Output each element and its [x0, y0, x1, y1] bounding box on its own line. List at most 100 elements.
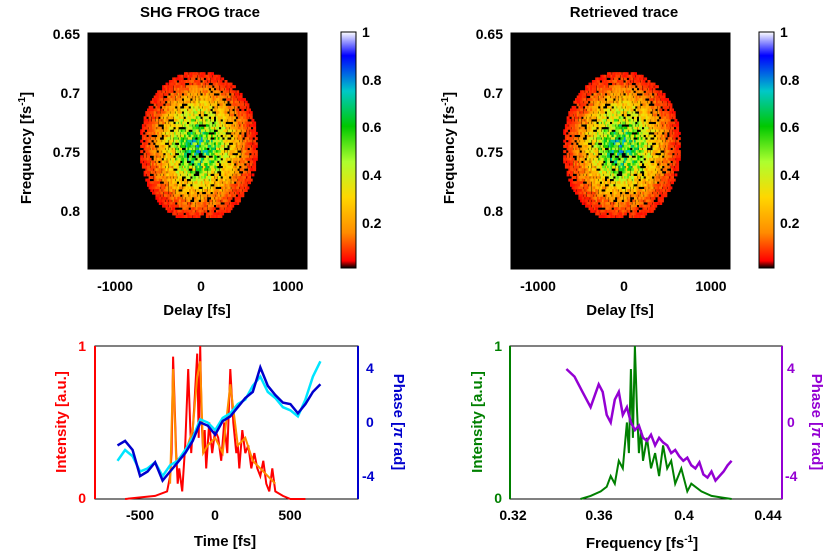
heatmap-cell: [677, 150, 681, 154]
heatmap-cell: [248, 121, 251, 125]
heatmap-cell: [202, 189, 206, 192]
heatmap-cell: [162, 144, 166, 148]
heatmap-cell: [590, 194, 594, 198]
heatmap-cell: [580, 176, 584, 179]
heatmap-cell: [217, 134, 221, 138]
heatmap-cell: [591, 178, 595, 182]
heatmap-cell: [595, 113, 599, 117]
heatmap-cell: [172, 92, 176, 96]
heatmap-cell: [630, 144, 634, 148]
heatmap-cell: [620, 131, 624, 135]
heatmap-cell: [603, 80, 607, 83]
heatmap-cell: [189, 131, 193, 135]
heatmap-cell: [630, 118, 634, 122]
heatmap-cell: [214, 160, 218, 164]
heatmap-cell: [182, 95, 186, 99]
heatmap-cell: [570, 183, 573, 187]
heatmap-cell: [221, 183, 225, 187]
heatmap-cell: [194, 191, 198, 195]
heatmap-cell: [642, 178, 646, 182]
heatmap-cell: [219, 139, 223, 143]
heatmap-cell: [615, 85, 619, 89]
heatmap-cell: [141, 124, 145, 128]
heatmap-cell: [586, 105, 590, 109]
heatmap-cell: [642, 98, 646, 102]
heatmap-cell: [221, 160, 225, 164]
heatmap-cell: [216, 131, 219, 135]
heatmap-cell: [672, 131, 676, 135]
heatmap-cell: [659, 100, 663, 104]
heatmap-cell: [659, 191, 663, 195]
heatmap-cell: [580, 147, 584, 151]
heatmap-cell: [187, 142, 191, 146]
heatmap-cell: [677, 144, 681, 148]
heatmap-cell: [197, 202, 201, 205]
heatmap-cell: [627, 87, 631, 91]
heatmap-cell: [664, 176, 668, 179]
heatmap-cell: [177, 144, 181, 148]
heatmap-cell: [627, 170, 631, 174]
heatmap-cell: [598, 170, 602, 174]
heatmap-cell: [234, 98, 238, 102]
heatmap-cell: [647, 194, 651, 198]
heatmap-cell: [232, 98, 236, 102]
heatmap-cell: [236, 111, 240, 115]
heatmap-cell: [571, 108, 575, 112]
heatmap-cell: [189, 108, 193, 112]
heatmap-cell: [209, 134, 213, 138]
heatmap-cell: [600, 160, 604, 164]
heatmap-cell: [645, 103, 649, 107]
heatmap-cell: [160, 160, 164, 164]
heatmap-cell: [596, 176, 600, 179]
panel-2-ytick-1: 0.7: [484, 85, 504, 101]
heatmap-cell: [644, 139, 648, 143]
heatmap-cell: [253, 126, 257, 130]
heatmap-cell: [226, 207, 230, 211]
heatmap-cell: [585, 202, 589, 205]
heatmap-cell: [189, 147, 193, 151]
heatmap-cell: [586, 155, 590, 159]
heatmap-cell: [659, 183, 663, 187]
heatmap-cell: [199, 98, 203, 102]
heatmap-cell: [219, 87, 223, 91]
heatmap-cell: [209, 194, 213, 198]
heatmap-cell: [632, 111, 636, 115]
heatmap-cell: [157, 103, 161, 107]
heatmap-cell: [153, 176, 157, 179]
heatmap-cell: [627, 204, 631, 208]
heatmap-cell: [598, 199, 602, 203]
heatmap-cell: [617, 139, 621, 143]
heatmap-cell: [634, 129, 637, 133]
heatmap-cell: [607, 139, 610, 143]
heatmap-cell: [654, 111, 658, 115]
heatmap-cell: [168, 87, 172, 91]
heatmap-cell: [576, 131, 580, 135]
heatmap-cell: [628, 77, 632, 81]
heatmap-cell: [170, 160, 174, 164]
heatmap-cell: [605, 196, 609, 200]
heatmap-cell: [237, 176, 241, 179]
heatmap-cell: [602, 157, 605, 161]
heatmap-cell: [640, 129, 644, 133]
heatmap-cell: [207, 163, 211, 166]
heatmap-cell: [152, 124, 155, 128]
panel-1-title: SHG FROG trace: [140, 4, 260, 21]
heatmap-cell: [143, 165, 147, 169]
heatmap-cell: [664, 100, 668, 104]
heatmap-cell: [622, 105, 626, 109]
heatmap-cell: [243, 176, 246, 179]
heatmap-cell: [163, 108, 167, 112]
heatmap-cell: [199, 207, 203, 211]
heatmap-cell: [622, 207, 626, 211]
heatmap-cell: [143, 173, 147, 177]
heatmap-cell: [244, 124, 248, 128]
heatmap-cell: [632, 85, 636, 89]
heatmap-cell: [150, 144, 154, 148]
heatmap-cell: [615, 103, 619, 107]
heatmap-cell: [628, 87, 632, 91]
heatmap-cell: [644, 87, 648, 91]
heatmap-cell: [608, 183, 612, 187]
heatmap-cell: [179, 204, 182, 208]
heatmap-cell: [662, 168, 666, 172]
heatmap-cell: [622, 100, 626, 104]
